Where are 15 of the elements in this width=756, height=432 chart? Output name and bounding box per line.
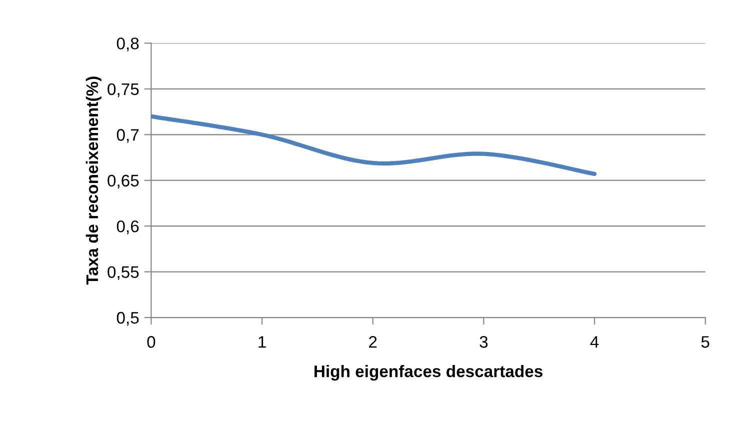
x-axis-title: High eigenfaces descartades — [314, 365, 542, 381]
x-tick-label: 2 — [369, 336, 377, 348]
y-tick-label: 0,65 — [108, 174, 139, 189]
y-tick-label: 0,7 — [116, 129, 139, 143]
y-tick-label: 0,6 — [116, 220, 139, 234]
y-axis-title: Taxa de reconeixement(%) — [86, 76, 102, 285]
y-tick-label: 0,55 — [108, 266, 139, 280]
x-tick-label: 3 — [480, 336, 488, 348]
y-tick-label: 0,75 — [108, 83, 139, 98]
x-tick-label: 0 — [147, 336, 156, 348]
y-tick-label: 0,8 — [116, 38, 139, 52]
x-tick-label: 5 — [701, 336, 710, 348]
x-tick-label: 4 — [590, 336, 599, 348]
x-tick-label: 1 — [258, 336, 266, 348]
y-tick-label: 0,5 — [116, 312, 139, 326]
